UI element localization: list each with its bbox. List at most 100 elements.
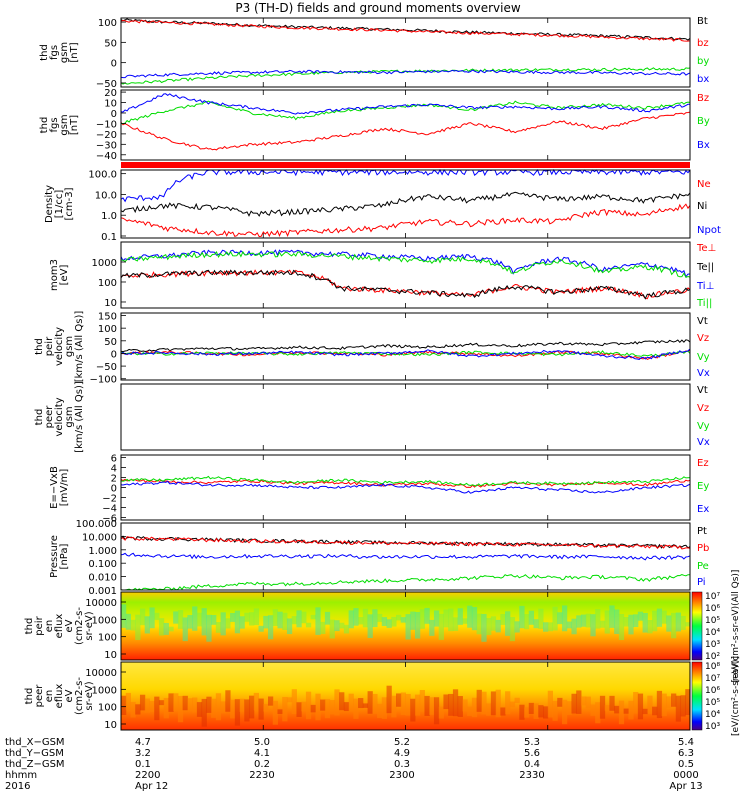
spectrogram-cell [429, 619, 435, 636]
panel-4: mom3 [eV] Te⊥ Te|| Ti⊥ Ti|| 1000 100 10 [49, 241, 716, 309]
spectrogram-cell [609, 605, 615, 628]
legend-Ti||: Ti|| [696, 298, 712, 309]
spectrogram-cell [339, 622, 345, 629]
spectrogram-cell [538, 705, 544, 718]
panel-8: Pressure [nPa] Pt Pb Pe Pi 100.000 10.000 1.000 0… [49, 519, 709, 597]
spectrogram-cell [661, 693, 667, 717]
spectrogram-cell [528, 702, 535, 714]
spectrogram-cell [685, 689, 691, 716]
spectrogram-cell [230, 699, 236, 719]
spectrogram-cell [433, 697, 440, 725]
spectrogram-cell [291, 616, 297, 625]
spectrogram-cell [353, 608, 359, 626]
spectrogram-cell [471, 697, 478, 718]
spectrogram-cell [315, 607, 321, 635]
spectrogram-cell [675, 612, 682, 632]
spectrogram-cell [386, 619, 392, 628]
footer-value: 0.3 [394, 759, 410, 770]
spectrogram-cell [358, 617, 364, 625]
y-tick-label: −50 [96, 362, 117, 373]
panel-frame [120, 241, 691, 309]
legend-Pt: Pt [697, 526, 707, 537]
legend-Bz: Bz [697, 93, 709, 104]
spectrogram-cell [396, 614, 402, 621]
panel-7-ylabel-line: E=−VxB [49, 466, 60, 509]
spectrogram-cell [258, 625, 264, 632]
spectrogram-cell [177, 610, 184, 629]
spectrogram-cell [471, 607, 478, 631]
series-line-Ex [120, 480, 691, 494]
spectrogram-cell [182, 617, 188, 642]
panel-2-ylabel-line: [nT] [69, 115, 80, 135]
legend-Pb: Pb [697, 543, 709, 554]
panel-5-ylabel-line: velocity [54, 327, 65, 366]
spectrogram-cell [239, 616, 245, 629]
series-line-Ti⊥ [120, 249, 691, 278]
spectrogram-cell [353, 698, 359, 719]
spectrogram-cell [476, 613, 482, 635]
spectrogram-cell [580, 614, 587, 627]
footer-value: 0.2 [254, 759, 270, 770]
series-line-Bz [120, 111, 691, 151]
panel-6-ylabel-line: [km/s (All Qs)] [74, 381, 85, 453]
y-tick-label: 50 [104, 38, 117, 49]
footer-value: 5.0 [254, 737, 270, 748]
colorbar-tick-label: 10⁴ [705, 710, 720, 720]
spectrogram-cell [301, 701, 307, 712]
spectrogram-cell [272, 700, 278, 725]
spectrogram-cell [571, 693, 577, 714]
panel-10: thd peer en eflux eV (cm2-s-sr-eV) 10⁸ 10⁷ 10⁶ 10… [24, 656, 741, 736]
spectrogram-cell [334, 620, 340, 632]
colorbar-tick-label: 10⁷ [705, 592, 720, 602]
spectrogram-cell [362, 608, 369, 628]
spectrogram-cell [201, 698, 207, 727]
spectrogram-cell [561, 605, 568, 632]
spectrogram-cell [533, 619, 539, 629]
y-tick-label: −100 [90, 375, 117, 386]
spectrogram-cell [628, 614, 634, 635]
spectrogram-cell [618, 613, 625, 641]
legend-Vy: Vy [697, 421, 710, 432]
spectrogram-cell [220, 701, 226, 714]
spectrogram-cell [680, 615, 686, 630]
spectrogram-cell [637, 611, 644, 621]
panel-frame [120, 169, 691, 239]
spectrogram-cell [377, 613, 383, 622]
spectrogram-cell [604, 705, 610, 711]
spectrogram-cell [675, 695, 682, 722]
footer-value: 2300 [389, 770, 414, 781]
spectrogram-cell [234, 699, 241, 726]
spectrogram-cell [656, 608, 663, 627]
y-tick-label: 100 [98, 703, 117, 714]
panel-4-ylabel-line: mom3 [49, 259, 60, 291]
panel-7-ylabel-line: [mV/m] [59, 469, 70, 507]
spectrogram-cell [414, 612, 421, 639]
panel-6-ylabel-line: thd [34, 409, 45, 426]
spectrogram-cell [377, 703, 383, 719]
spectrogram-cell [500, 707, 506, 716]
spectrogram-cell [637, 693, 644, 720]
footer: thd_X−GSM 4.7 5.0 5.2 5.3 5.4 thd_Y−GSM 3.2 4.1 4… [5, 737, 703, 792]
spectrogram-cell [443, 694, 449, 710]
y-tick-label: 100 [98, 324, 117, 335]
panel-5-ylabel-line: [km/s (All Qs)] [74, 311, 85, 383]
series-line-Ey [120, 475, 691, 487]
spectrogram-cell [215, 622, 222, 633]
spectrogram-cell [258, 698, 264, 720]
y-tick-label: −4 [102, 504, 117, 515]
panel-10-ylabel-line: eV [64, 689, 75, 702]
spectrogram-cell [462, 699, 468, 712]
spectrogram-cell [524, 614, 530, 630]
spectrogram-cell [130, 619, 136, 631]
footer-row-label: thd_Y−GSM [5, 748, 64, 759]
series-line-Bx [120, 93, 690, 115]
spectrogram-cell [263, 615, 269, 629]
panel-10-ylabel-line: en [44, 690, 55, 703]
spectrogram-cell [263, 703, 269, 712]
spectrogram-cell [633, 614, 639, 628]
spectrogram-cell [201, 608, 207, 636]
spectrogram-cell [590, 614, 596, 637]
spectrogram-cell [187, 698, 193, 711]
